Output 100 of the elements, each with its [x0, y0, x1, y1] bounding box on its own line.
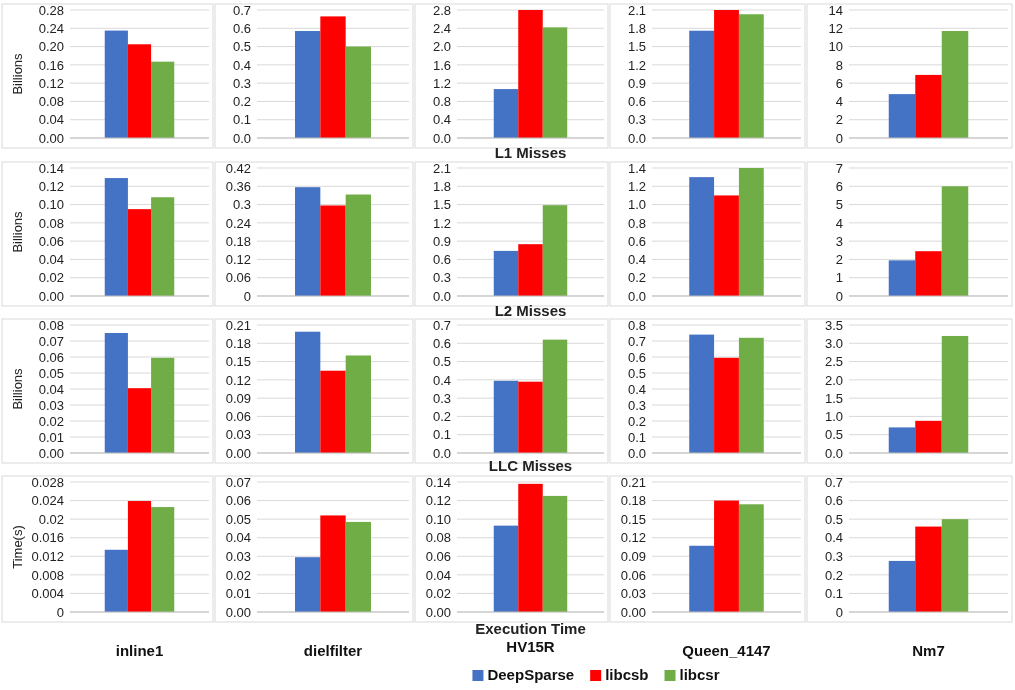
- y-tick-label: 0.4: [232, 57, 251, 73]
- y-tick-label: 1.2: [627, 57, 646, 73]
- bar: [345, 355, 371, 453]
- y-tick-label: 0.01: [225, 586, 251, 602]
- y-tick-label: 0.06: [225, 409, 251, 425]
- y-tick-label: 0.012: [31, 548, 64, 564]
- bar: [689, 334, 715, 453]
- bar: [915, 74, 942, 138]
- y-tick-label: 0.7: [824, 474, 843, 490]
- y-tick-label: 0.10: [38, 197, 64, 213]
- y-tick-label: 4: [835, 215, 843, 231]
- y-tick-label: 0.14: [38, 160, 64, 176]
- bar: [714, 10, 739, 138]
- y-tick-label: 3.5: [824, 317, 843, 333]
- y-tick-label: 0.2: [232, 94, 251, 110]
- y-tick-label: 1.5: [432, 197, 451, 213]
- y-tick-label: 0.028: [31, 474, 64, 490]
- y-tick-label: 0.07: [225, 474, 251, 490]
- y-tick-label: 0.7: [432, 317, 451, 333]
- y-tick-label: 0.00: [38, 445, 64, 461]
- legend-label: libcsr: [679, 666, 720, 683]
- y-tick-label: 12: [828, 20, 843, 36]
- bar: [518, 381, 543, 453]
- y-tick-label: 0.0: [432, 130, 451, 146]
- y-tick-label: 1.2: [432, 75, 451, 91]
- y-tick-label: 0: [243, 288, 251, 304]
- legend-label: libcsb: [605, 666, 649, 683]
- bar: [915, 251, 942, 296]
- y-tick-label: 1.8: [627, 20, 646, 36]
- y-tick-label: 2.1: [432, 160, 451, 176]
- y-tick-label: 0.0: [627, 445, 646, 461]
- y-tick-label: 0.07: [38, 333, 64, 349]
- y-tick-label: 0.05: [225, 511, 251, 527]
- y-axis-title: Billions: [10, 367, 25, 410]
- x-tick-label: dielfilter: [303, 642, 363, 659]
- y-tick-label: 0.20: [38, 39, 64, 55]
- bar: [104, 178, 128, 296]
- y-tick-label: 3.0: [824, 335, 843, 351]
- y-tick-label: 0.6: [627, 233, 646, 249]
- bar: [151, 197, 175, 296]
- y-tick-label: 0.1: [824, 586, 843, 602]
- y-tick-label: 0.15: [225, 354, 251, 370]
- text: L1 Misses: [494, 144, 567, 161]
- bar: [493, 250, 519, 296]
- y-tick-label: 0.24: [38, 20, 64, 36]
- y-tick-label: 0.4: [824, 530, 843, 546]
- bar: [518, 483, 543, 612]
- bar: [738, 504, 764, 612]
- y-tick-label: 2.5: [824, 354, 843, 370]
- y-tick-label: 0.06: [225, 493, 251, 509]
- bar: [689, 177, 715, 296]
- y-tick-label: 6: [835, 75, 843, 91]
- y-tick-label: 0.8: [627, 215, 646, 231]
- y-tick-label: 0.04: [38, 252, 64, 268]
- y-tick-label: 0.4: [432, 112, 451, 128]
- y-tick-label: 1.0: [824, 409, 843, 425]
- y-tick-label: 0.6: [824, 493, 843, 509]
- bar: [888, 560, 916, 612]
- y-tick-label: 0.1: [232, 112, 251, 128]
- bar: [888, 427, 916, 453]
- bar: [738, 168, 764, 296]
- y-tick-label: 0.0: [432, 288, 451, 304]
- bar: [295, 187, 321, 296]
- y-tick-label: 0.03: [225, 548, 251, 564]
- y-tick-label: 0.06: [225, 270, 251, 286]
- y-tick-label: 0.4: [627, 381, 646, 397]
- y-tick-label: 0.18: [225, 233, 251, 249]
- y-tick-label: 0.05: [38, 365, 64, 381]
- y-tick-label: 0.5: [824, 427, 843, 443]
- bar: [151, 61, 175, 138]
- bar: [888, 260, 916, 296]
- bar: [518, 244, 543, 296]
- y-tick-label: 0.36: [225, 178, 251, 194]
- bar: [151, 507, 175, 612]
- y-tick-label: 0.6: [432, 252, 451, 268]
- y-tick-label: 0.09: [620, 548, 646, 564]
- y-tick-label: 0.02: [38, 270, 64, 286]
- bar: [542, 339, 568, 453]
- y-tick-label: 2: [835, 112, 843, 128]
- y-tick-label: 0.4: [627, 252, 646, 268]
- bar: [941, 519, 969, 612]
- bar: [689, 545, 715, 612]
- y-tick-label: 0.06: [425, 548, 451, 564]
- bar: [295, 31, 321, 138]
- y-tick-label: 0.42: [225, 160, 251, 176]
- y-tick-label: 0.6: [627, 349, 646, 365]
- y-tick-label: 0.01: [38, 429, 64, 445]
- y-tick-label: 10: [828, 39, 843, 55]
- bar: [738, 14, 764, 138]
- y-tick-label: 0.016: [31, 530, 64, 546]
- y-tick-label: 0.18: [225, 335, 251, 351]
- y-tick-label: 7: [835, 160, 843, 176]
- y-tick-label: 0.3: [232, 197, 251, 213]
- y-tick-label: 0.1: [432, 427, 451, 443]
- y-axis-title: Billions: [10, 52, 25, 95]
- x-tick-label: Nm7: [912, 642, 945, 659]
- y-tick-label: 0.02: [225, 567, 251, 583]
- y-tick-label: 0.08: [38, 215, 64, 231]
- y-tick-label: 0.2: [627, 270, 646, 286]
- y-tick-label: 0.2: [627, 413, 646, 429]
